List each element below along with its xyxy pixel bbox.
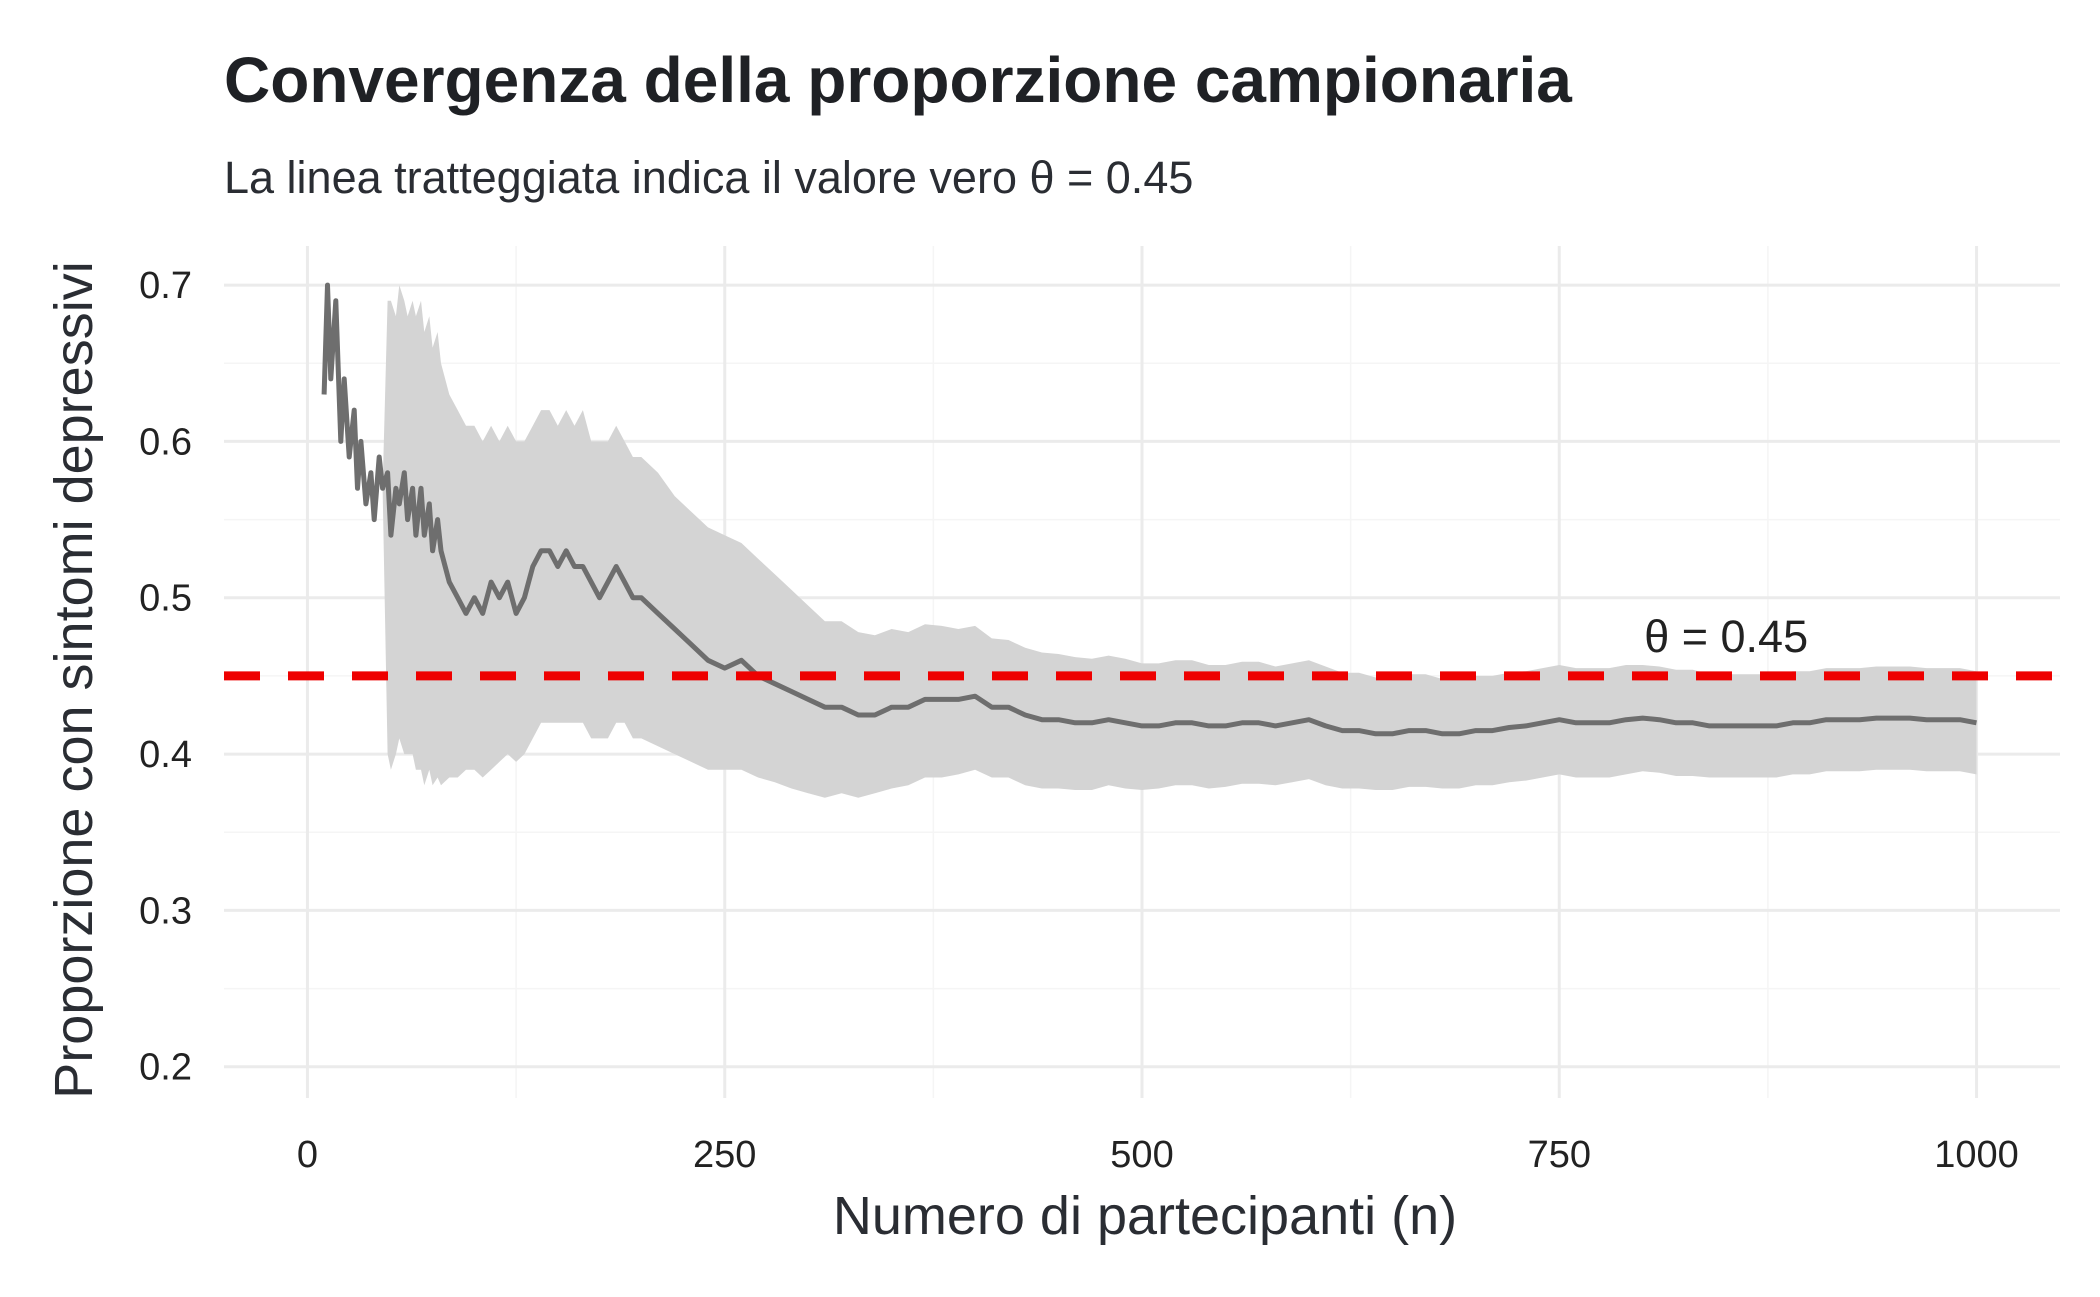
x-tick-label: 0 bbox=[297, 1134, 318, 1176]
y-tick-label: 0.4 bbox=[139, 734, 192, 776]
chart-subtitle: La linea tratteggiata indica il valore v… bbox=[224, 152, 1193, 203]
x-tick-label: 250 bbox=[693, 1134, 756, 1176]
x-tick-label: 500 bbox=[1110, 1134, 1173, 1176]
y-tick-label: 0.6 bbox=[139, 421, 192, 463]
y-tick-label: 0.5 bbox=[139, 578, 192, 620]
y-tick-labels: 0.2 0.3 0.4 0.5 0.6 0.7 bbox=[139, 265, 192, 1089]
x-tick-label: 750 bbox=[1528, 1134, 1591, 1176]
y-tick-label: 0.7 bbox=[139, 265, 192, 307]
x-tick-label: 1000 bbox=[1934, 1134, 2019, 1176]
reference-label: θ = 0.45 bbox=[1644, 611, 1808, 662]
proportion-line-layer bbox=[321, 282, 1977, 737]
confidence-band bbox=[324, 285, 1977, 798]
y-tick-label: 0.2 bbox=[139, 1047, 192, 1089]
x-tick-labels: 0 250 500 750 1000 bbox=[297, 1134, 2019, 1176]
y-tick-label: 0.3 bbox=[139, 890, 192, 932]
y-axis-title: Proporzione con sintomi depressivi bbox=[44, 261, 104, 1098]
x-axis-title: Numero di partecipanti (n) bbox=[833, 1186, 1457, 1246]
chart-title: Convergenza della proporzione campionari… bbox=[224, 44, 1572, 116]
confidence-band-layer bbox=[324, 285, 1977, 798]
proportion-line bbox=[321, 282, 1977, 737]
